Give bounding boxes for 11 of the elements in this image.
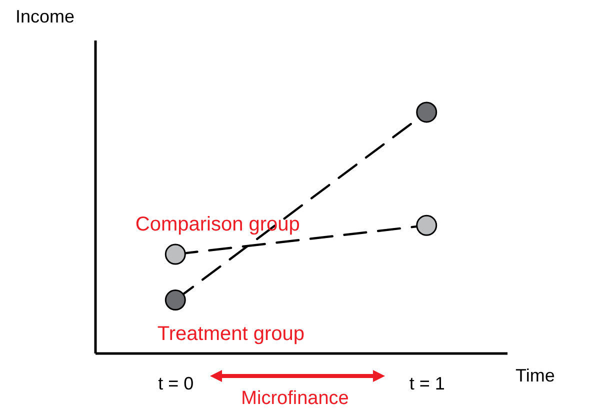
y-axis-title: Income [16, 6, 75, 26]
point [164, 290, 186, 311]
text: Microfinance [241, 388, 349, 409]
x-tick-label: t = 1 [409, 374, 445, 394]
point [416, 214, 438, 236]
series-label: Comparison group [135, 213, 300, 236]
series-label: Treatment group [157, 323, 304, 346]
point [164, 244, 186, 265]
point [416, 102, 438, 123]
x-axis-title: Time [516, 366, 555, 386]
x-tick-label: t = 0 [158, 374, 194, 394]
